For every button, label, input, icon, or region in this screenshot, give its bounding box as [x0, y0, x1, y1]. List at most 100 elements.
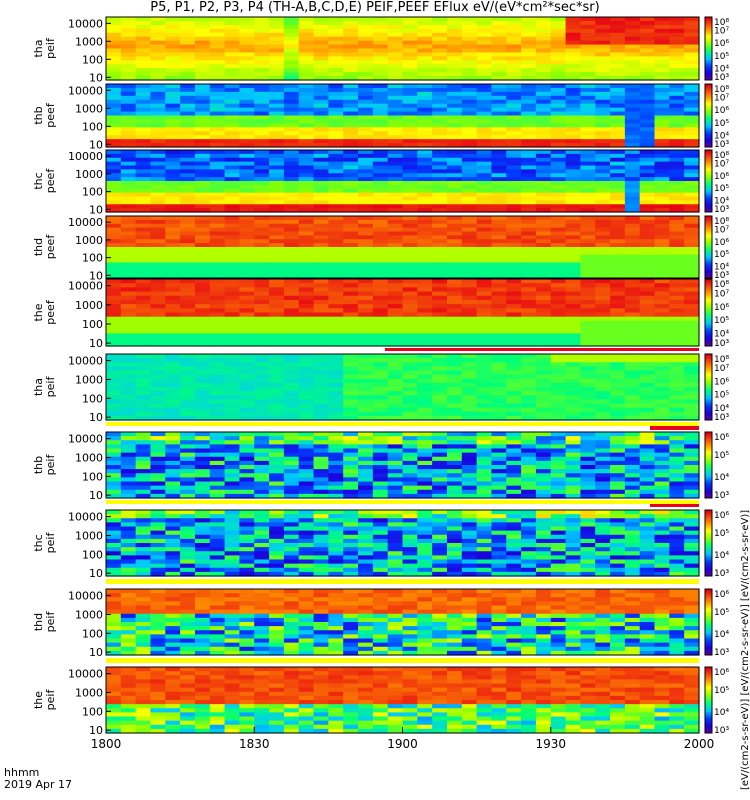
heatmap-cell [180, 87, 196, 93]
heatmap-cell [417, 308, 433, 314]
heatmap-cell [150, 173, 166, 178]
heatmap-cell [521, 111, 537, 117]
heatmap-cell [491, 20, 507, 26]
heatmap-cell [669, 216, 685, 221]
heatmap-cell [106, 378, 122, 384]
heatmap-cell [269, 231, 285, 236]
colorbar-swatch [705, 337, 712, 340]
colorbar-swatch [705, 168, 712, 171]
heatmap-cell [209, 169, 226, 174]
heatmap-cell [610, 387, 626, 392]
heatmap-cell [595, 216, 611, 221]
heatmap-cell [254, 143, 270, 148]
heatmap-cell [254, 341, 270, 347]
heatmap-cell [387, 95, 404, 101]
heatmap-cell [550, 291, 567, 297]
heatmap-cell [639, 87, 656, 93]
heatmap-cell [595, 99, 611, 105]
heatmap-cell [402, 196, 418, 201]
heatmap-cell [610, 308, 626, 314]
heatmap-cell [432, 291, 448, 297]
heatmap-cell [106, 157, 122, 163]
colorbar-swatch [705, 415, 712, 418]
heatmap-cell [387, 456, 404, 462]
heatmap-cell [521, 452, 537, 458]
heatmap-cell [624, 127, 641, 132]
heatmap-cell [565, 258, 581, 264]
heatmap-cell [269, 84, 285, 89]
heatmap-cell [106, 181, 122, 186]
heatmap-cell [461, 115, 478, 121]
heatmap-cell [209, 493, 226, 499]
heatmap-cell [254, 40, 270, 46]
heatmap-cell [209, 287, 226, 293]
heatmap-cell [521, 403, 537, 409]
heatmap-cell [150, 143, 166, 148]
heatmap-cell [120, 378, 137, 384]
heatmap-cell [135, 391, 152, 396]
heatmap-cell [194, 227, 211, 233]
heatmap-cell [535, 465, 552, 470]
heatmap-cell [684, 295, 700, 301]
heatmap-cell [550, 366, 567, 372]
heatmap-cell [684, 258, 700, 264]
heatmap-cell [120, 481, 137, 487]
heatmap-cell [372, 444, 389, 450]
heatmap-cell [417, 266, 433, 271]
heatmap-cell [624, 107, 641, 113]
heatmap-cell [180, 270, 196, 275]
heatmap-cell [239, 316, 255, 322]
heatmap-cell [120, 567, 137, 573]
heatmap-cell [684, 139, 700, 144]
heatmap-cell [654, 258, 670, 264]
heatmap-cell [476, 95, 493, 101]
heatmap-cell [254, 119, 270, 124]
heatmap-cell [372, 169, 389, 174]
heatmap-cell [461, 52, 478, 57]
colorbar-tick-label: 10⁴ [714, 263, 729, 273]
colorbar-swatch [705, 486, 712, 489]
heatmap-cell [387, 64, 404, 69]
heatmap-cell [446, 403, 463, 409]
heatmap-cell [372, 387, 389, 392]
heatmap-cell [194, 52, 211, 57]
heatmap-cell [684, 481, 700, 487]
heatmap-cell [669, 254, 685, 260]
heatmap-cell [224, 111, 241, 117]
y-tick-label: 10 [89, 138, 103, 151]
colorbar-tick-label: 10⁶ [714, 172, 729, 182]
heatmap-cell [624, 469, 641, 474]
heatmap-cell [224, 87, 241, 93]
colorbar-swatch [705, 88, 712, 91]
heatmap-cell [684, 391, 700, 396]
heatmap-cell [358, 76, 374, 81]
heatmap-cell [372, 254, 389, 260]
heatmap-cell [402, 485, 418, 491]
heatmap-cell [476, 440, 493, 445]
heatmap-cell [358, 188, 374, 194]
heatmap-cell [610, 493, 626, 499]
heatmap-cell [521, 20, 537, 26]
heatmap-cell [328, 223, 344, 229]
heatmap-cell [343, 440, 359, 445]
heatmap-cell [610, 415, 626, 421]
heatmap-cell [669, 341, 685, 347]
heatmap-cell [595, 387, 611, 392]
colorbar-swatch [705, 367, 712, 370]
heatmap-cell [106, 177, 122, 182]
heatmap-cell [269, 181, 285, 186]
colorbar-swatch [705, 438, 712, 441]
heatmap-cell [120, 493, 137, 499]
heatmap-cell [654, 56, 670, 61]
colorbar-swatch [705, 68, 712, 72]
heatmap-cell [165, 103, 181, 109]
heatmap-cell [446, 283, 463, 288]
heatmap-cell [106, 279, 122, 284]
heatmap-cell [402, 436, 418, 441]
heatmap-cell [610, 337, 626, 343]
heatmap-cell [150, 208, 166, 213]
heatmap-cell [135, 551, 152, 556]
heatmap-cell [684, 60, 700, 65]
heatmap-cell [150, 329, 166, 335]
colorbar-swatch [705, 257, 712, 260]
